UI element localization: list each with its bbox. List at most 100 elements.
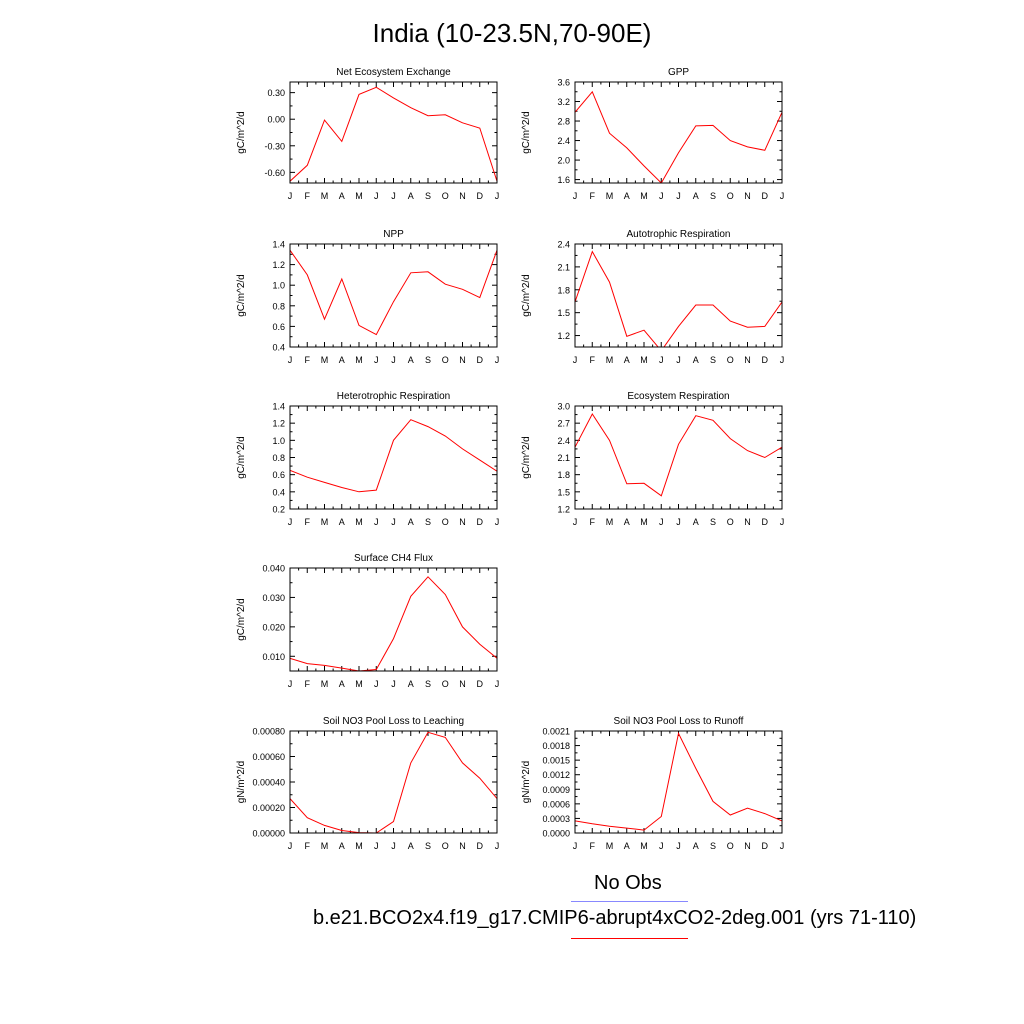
y-tick-label: 0.0000 bbox=[542, 829, 570, 839]
y-tick-label: 0.0015 bbox=[542, 756, 570, 766]
data-line bbox=[575, 250, 782, 347]
x-tick-label: O bbox=[727, 191, 734, 201]
y-tick-label: 0.0009 bbox=[542, 785, 570, 795]
panel-title: Soil NO3 Pool Loss to Leaching bbox=[323, 716, 464, 727]
x-tick-label: F bbox=[590, 355, 596, 365]
panel-title: NPP bbox=[383, 229, 404, 240]
x-tick-label: D bbox=[477, 517, 484, 527]
x-tick-label: D bbox=[477, 191, 484, 201]
plot-frame bbox=[289, 405, 498, 510]
x-tick-label: J bbox=[573, 355, 578, 365]
y-tick-label: 1.0 bbox=[272, 436, 285, 446]
y-tick-label: 0.8 bbox=[272, 453, 285, 463]
y-tick-label: 3.0 bbox=[557, 402, 570, 412]
y-axis-label: gC/m^2/d bbox=[521, 274, 532, 317]
plot-frame bbox=[289, 243, 498, 348]
y-axis-label: gC/m^2/d bbox=[521, 436, 532, 479]
y-tick-label: -0.60 bbox=[264, 168, 285, 178]
x-tick-label: J bbox=[288, 841, 293, 851]
x-tick-label: J bbox=[573, 191, 578, 201]
data-line bbox=[290, 249, 497, 336]
x-tick-label: J bbox=[374, 679, 379, 689]
y-tick-label: 0.00060 bbox=[252, 752, 285, 762]
plot-frame bbox=[289, 81, 498, 184]
y-tick-label: 0.00020 bbox=[252, 803, 285, 813]
x-tick-label: J bbox=[288, 191, 293, 201]
x-tick-label: M bbox=[355, 679, 363, 689]
x-tick-label: O bbox=[442, 679, 449, 689]
x-tick-label: S bbox=[425, 679, 431, 689]
y-tick-label: 0.00080 bbox=[252, 727, 285, 737]
y-tick-label: 0.00 bbox=[267, 115, 285, 125]
chart-panel: Soil NO3 Pool Loss to Runoff gN/m^2/d J F M A… bbox=[521, 716, 784, 851]
x-tick-label: O bbox=[442, 355, 449, 365]
x-tick-label: J bbox=[780, 841, 785, 851]
y-tick-label: 0.0006 bbox=[542, 799, 570, 809]
x-tick-label: N bbox=[459, 841, 466, 851]
y-tick-label: -0.30 bbox=[264, 141, 285, 151]
y-tick-label: 0.00000 bbox=[252, 829, 285, 839]
x-tick-label: O bbox=[727, 355, 734, 365]
y-tick-label: 0.30 bbox=[267, 88, 285, 98]
x-tick-label: A bbox=[339, 191, 345, 201]
x-tick-label: O bbox=[727, 517, 734, 527]
x-tick-label: M bbox=[321, 841, 329, 851]
data-line bbox=[575, 90, 782, 183]
y-tick-label: 1.6 bbox=[557, 175, 570, 185]
y-tick-label: 1.2 bbox=[272, 419, 285, 429]
x-tick-label: M bbox=[321, 679, 329, 689]
y-axis-label: gN/m^2/d bbox=[521, 761, 532, 804]
x-tick-label: J bbox=[573, 841, 578, 851]
y-tick-label: 2.4 bbox=[557, 436, 570, 446]
x-tick-label: M bbox=[355, 517, 363, 527]
x-tick-label: M bbox=[640, 841, 648, 851]
y-tick-label: 3.6 bbox=[557, 78, 570, 88]
x-tick-label: N bbox=[744, 355, 751, 365]
y-tick-label: 2.8 bbox=[557, 117, 570, 127]
x-tick-label: M bbox=[321, 517, 329, 527]
x-tick-label: D bbox=[762, 841, 769, 851]
y-axis-label: gC/m^2/d bbox=[521, 111, 532, 154]
x-tick-label: N bbox=[744, 841, 751, 851]
x-tick-label: A bbox=[408, 191, 414, 201]
x-tick-label: A bbox=[408, 841, 414, 851]
x-tick-label: M bbox=[355, 191, 363, 201]
x-tick-label: F bbox=[590, 517, 596, 527]
x-tick-label: J bbox=[573, 517, 578, 527]
x-tick-label: F bbox=[305, 355, 311, 365]
x-tick-label: A bbox=[693, 841, 699, 851]
x-tick-label: M bbox=[321, 191, 329, 201]
x-tick-label: F bbox=[590, 841, 596, 851]
legend-obs-label: No Obs bbox=[594, 872, 662, 894]
x-tick-label: A bbox=[693, 191, 699, 201]
y-tick-label: 0.0003 bbox=[542, 814, 570, 824]
x-tick-label: S bbox=[710, 517, 716, 527]
x-tick-label: N bbox=[459, 355, 466, 365]
x-tick-label: J bbox=[495, 517, 500, 527]
x-tick-label: J bbox=[374, 355, 379, 365]
data-line bbox=[575, 731, 782, 831]
y-tick-label: 1.4 bbox=[272, 240, 285, 250]
y-axis-label: gC/m^2/d bbox=[236, 274, 247, 317]
y-tick-label: 2.4 bbox=[557, 136, 570, 146]
x-tick-label: J bbox=[676, 517, 681, 527]
data-line bbox=[290, 419, 497, 493]
x-tick-label: J bbox=[659, 517, 664, 527]
x-tick-label: S bbox=[710, 841, 716, 851]
panel-title: Heterotrophic Respiration bbox=[337, 391, 450, 402]
x-tick-label: S bbox=[710, 355, 716, 365]
y-tick-label: 0.2 bbox=[272, 505, 285, 515]
panel-title: Soil NO3 Pool Loss to Runoff bbox=[614, 716, 744, 727]
x-tick-label: J bbox=[288, 355, 293, 365]
x-tick-label: D bbox=[762, 191, 769, 201]
x-tick-label: J bbox=[659, 191, 664, 201]
x-tick-label: A bbox=[624, 355, 630, 365]
data-line bbox=[290, 731, 497, 833]
y-tick-label: 3.2 bbox=[557, 97, 570, 107]
x-tick-label: F bbox=[590, 191, 596, 201]
